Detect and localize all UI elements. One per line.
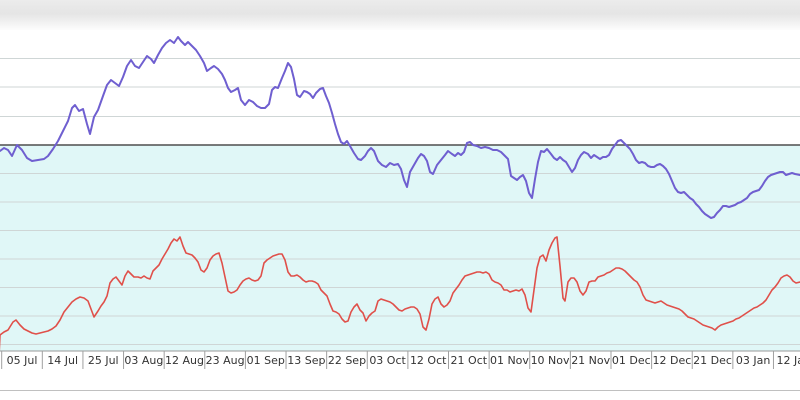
x-axis-label: 12 Jan <box>777 354 800 367</box>
x-axis-label: 05 Jul <box>7 354 38 367</box>
x-axis-label: 10 Nov <box>531 354 570 367</box>
plot-lower-background <box>0 145 800 351</box>
x-axis-label: 12 Oct <box>410 354 447 367</box>
x-axis-label: 01 Sep <box>247 354 285 367</box>
x-axis-label: 03 Aug <box>124 354 163 367</box>
x-axis-label: 21 Dec <box>693 354 732 367</box>
x-axis-label: 03 Jan <box>736 354 770 367</box>
upper-series-line <box>0 36 800 219</box>
x-axis-label: 01 Dec <box>612 354 651 367</box>
x-axis-label: 13 Sep <box>287 354 325 367</box>
footer-divider <box>0 390 800 391</box>
x-axis-label: 01 Nov <box>490 354 529 367</box>
x-axis-label: 21 Nov <box>571 354 610 367</box>
x-axis-label: 25 Jul <box>88 354 119 367</box>
x-axis-label: 22 Sep <box>328 354 366 367</box>
lower-series-line <box>0 236 800 352</box>
x-axis-label: 23 Aug <box>206 354 245 367</box>
x-axis-label: 14 Jul <box>47 354 78 367</box>
x-axis-label: 12 Aug <box>165 354 204 367</box>
x-axis-label: 03 Oct <box>369 354 406 367</box>
header-toolbar-strip <box>0 0 800 30</box>
x-axis-label: 12 Dec <box>653 354 692 367</box>
x-axis-label: 21 Oct <box>451 354 488 367</box>
